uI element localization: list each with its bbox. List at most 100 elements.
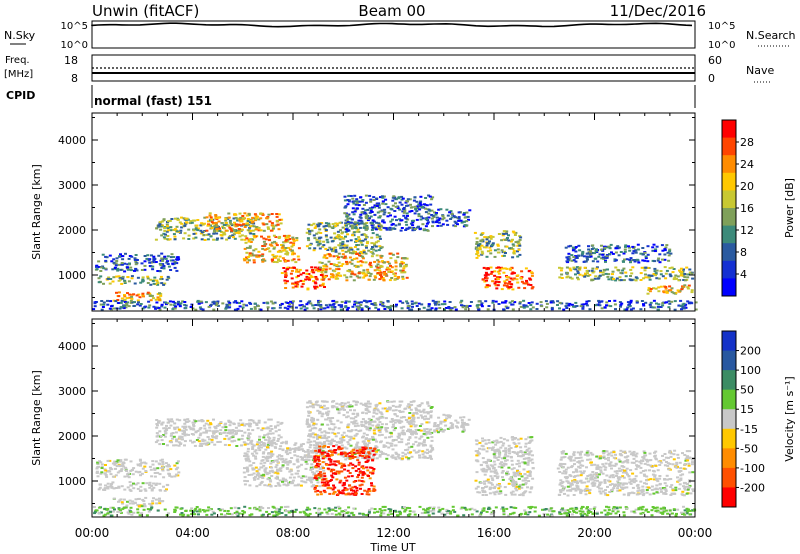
scatter-cell: [323, 443, 327, 446]
scatter-cell: [191, 441, 195, 444]
scatter-cell: [200, 420, 204, 423]
scatter-cell: [319, 274, 323, 276]
scatter-cell: [454, 308, 458, 311]
scatter-cell: [382, 278, 386, 281]
scatter-cell: [369, 264, 373, 267]
scatter-cell: [342, 244, 346, 247]
scatter-cell: [115, 260, 119, 262]
scatter-cell: [649, 301, 653, 304]
scatter-cell: [123, 298, 127, 301]
scatter-cell: [315, 485, 319, 487]
scatter-cell: [265, 223, 269, 226]
scatter-cell: [345, 246, 349, 249]
scatter-cell: [357, 479, 361, 482]
scatter-cell: [325, 463, 329, 466]
scatter-cell: [205, 229, 209, 232]
scatter-cell: [497, 272, 501, 275]
scatter-cell: [288, 461, 292, 464]
scatter-cell: [162, 218, 166, 221]
scatter-cell: [360, 423, 364, 426]
scatter-cell: [427, 212, 431, 215]
scatter-cell: [545, 306, 549, 309]
scatter-cell: [355, 253, 359, 255]
scatter-cell: [169, 259, 173, 262]
scatter-cell: [247, 432, 251, 435]
scatter-cell: [531, 286, 535, 289]
scatter-cell: [275, 213, 279, 215]
scatter-cell: [324, 271, 328, 274]
scatter-cell: [245, 423, 249, 426]
scatter-cell: [187, 234, 191, 237]
scatter-cell: [315, 477, 319, 480]
scatter-cell: [364, 261, 368, 264]
scatter-cell: [333, 246, 337, 249]
scatter-cell: [590, 269, 594, 272]
scatter-cell: [344, 306, 348, 309]
scatter-cell: [198, 428, 202, 431]
scatter-cell: [290, 259, 294, 262]
scatter-cell: [285, 280, 289, 283]
scatter-cell: [402, 208, 406, 210]
scatter-cell: [291, 253, 294, 256]
scatter-cell: [149, 261, 153, 264]
scatter-cell: [306, 228, 310, 231]
scatter-cell: [314, 423, 318, 426]
scatter-cell: [404, 263, 408, 266]
scatter-cell: [489, 249, 493, 252]
scatter-cell: [248, 245, 252, 248]
scatter-cell: [229, 223, 233, 226]
scatter-cell: [283, 248, 287, 251]
scatter-cell: [155, 306, 159, 309]
scatter-cell: [245, 237, 249, 240]
scatter-cell: [358, 200, 362, 203]
scatter-cell: [378, 416, 382, 419]
scatter-cell: [394, 451, 398, 454]
scatter-cell: [363, 238, 367, 241]
scatter-cell: [283, 241, 287, 244]
scatter-cell: [372, 199, 376, 201]
scatter-cell: [287, 305, 291, 308]
scatter-cell: [352, 279, 356, 282]
scatter-cell: [258, 475, 262, 478]
scatter-cell: [286, 236, 290, 239]
scatter-cell: [339, 308, 343, 311]
scatter-cell: [647, 276, 651, 279]
scatter-cell: [313, 285, 317, 288]
scatter-cell: [175, 439, 179, 442]
scatter-cell: [608, 253, 612, 255]
scatter-cell: [125, 297, 129, 300]
scatter-cell: [111, 280, 115, 283]
scatter-cell: [254, 455, 257, 458]
scatter-cell: [445, 417, 449, 420]
scatter-cell: [362, 251, 366, 254]
scatter-cell: [335, 264, 339, 266]
scatter-cell: [314, 466, 318, 469]
scatter-cell: [365, 246, 368, 249]
scatter-cell: [115, 461, 119, 464]
scatter-cell: [215, 302, 219, 305]
scatter-cell: [199, 232, 203, 235]
scatter-cell: [237, 217, 241, 220]
scatter-cell: [356, 223, 360, 226]
scatter-cell: [426, 412, 430, 415]
scatter-cell: [333, 308, 337, 311]
scatter-cell: [281, 461, 285, 463]
scatter-cell: [313, 472, 316, 475]
scatter-cell: [316, 404, 320, 407]
scatter-cell: [319, 232, 323, 234]
scatter-cell: [379, 196, 382, 199]
scatter-cell: [287, 246, 291, 249]
scatter-cell: [370, 223, 374, 226]
scatter-cell: [307, 414, 311, 417]
scatter-cell: [99, 303, 103, 306]
scatter-cell: [417, 302, 421, 305]
scatter-cell: [376, 272, 380, 274]
scatter-cell: [269, 456, 272, 459]
scatter-cell: [241, 306, 245, 309]
scatter-cell: [635, 301, 639, 304]
scatter-cell: [361, 272, 365, 275]
scatter-cell: [200, 419, 204, 421]
scatter-cell: [578, 273, 582, 276]
scatter-cell: [95, 470, 99, 473]
scatter-cell: [588, 308, 592, 311]
